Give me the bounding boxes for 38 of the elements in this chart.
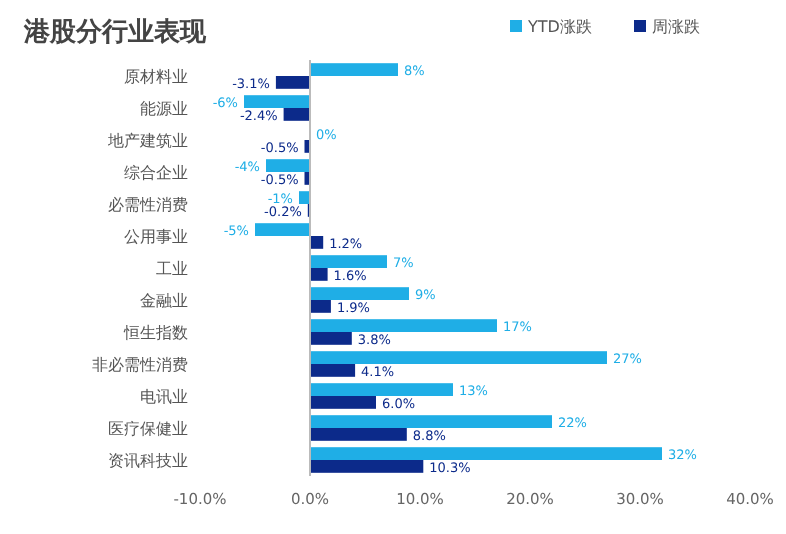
y-tick-label: 工业 (156, 260, 188, 278)
y-tick-label: 地产建筑业 (106, 132, 188, 150)
y-tick-label: 金融业 (140, 292, 188, 310)
bar (310, 319, 497, 332)
bar (310, 255, 387, 268)
bar (244, 95, 310, 108)
y-tick-label: 综合企业 (124, 164, 188, 182)
y-tick-label: 电讯业 (140, 388, 188, 406)
bar (310, 332, 352, 345)
bar (255, 223, 310, 236)
bar (310, 428, 407, 441)
bar (310, 236, 324, 249)
bar (310, 447, 662, 460)
y-tick-label: 资讯科技业 (108, 452, 188, 470)
bar (310, 383, 453, 396)
bar (310, 351, 607, 364)
bar (310, 287, 409, 300)
y-tick-label: 必需性消费 (108, 196, 188, 214)
bar (310, 268, 328, 281)
bar (266, 159, 310, 172)
y-tick-label: 原材料业 (124, 68, 188, 86)
bar (310, 396, 376, 409)
bar (283, 108, 310, 121)
bar (310, 460, 424, 473)
y-tick-label: 公用事业 (124, 228, 188, 246)
chart-title: 港股分行业表现 (22, 18, 208, 48)
bar (310, 63, 398, 76)
y-tick-label: 非必需性消费 (92, 356, 188, 374)
bar (299, 191, 310, 204)
legend-label: YTD涨跌 (526, 18, 592, 36)
y-tick-label: 能源业 (140, 100, 188, 118)
legend-label: 周涨跌 (652, 18, 700, 36)
bar (310, 300, 331, 313)
y-tick-label: 医疗保健业 (108, 420, 188, 438)
y-tick-label: 恒生指数 (122, 324, 188, 342)
bar (310, 364, 356, 377)
bar (275, 76, 310, 89)
bar (310, 415, 552, 428)
